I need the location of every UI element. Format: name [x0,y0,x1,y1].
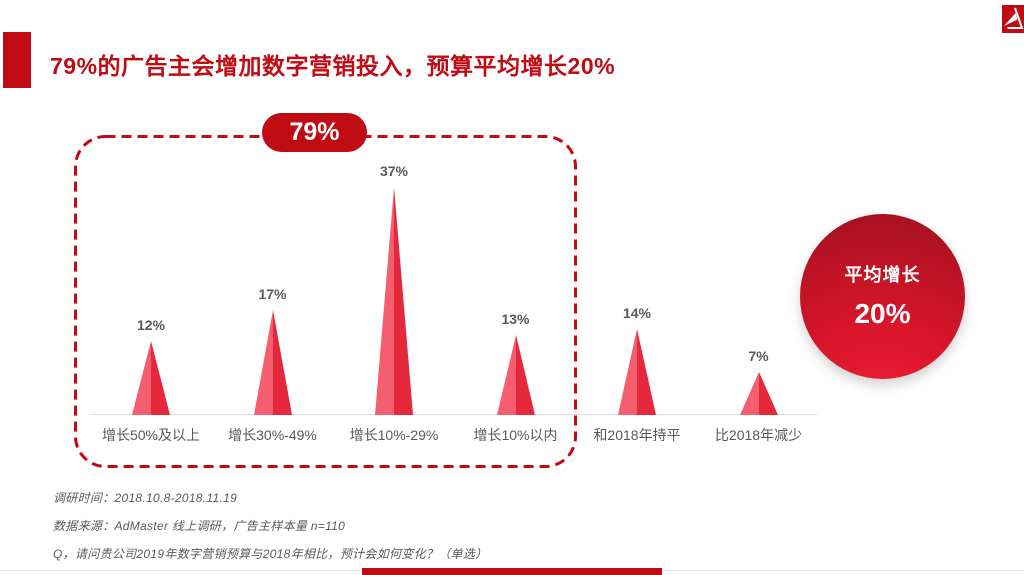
footnote-question: Q，请问贵公司2019年数字营销预算与2018年相比，预计会如何变化？（单选） [53,547,488,561]
x-axis-category-label: 和2018年持平 [593,427,681,443]
peak-shape [618,329,656,415]
peak-value-label: 37% [379,163,409,179]
peak-value-label: 7% [748,348,769,364]
slide-title: 79%的广告主会增加数字营销投入，预算平均增长20% [50,53,616,79]
peak-value-label: 12% [136,317,166,333]
footnote-data-source: 数据来源：AdMaster 线上调研，广告主样本量 n=110 [53,519,346,533]
peak-value-label: 14% [622,305,652,321]
footnotes: 调研时间：2018.10.8-2018.11.19 数据来源：AdMaster … [53,489,487,573]
x-axis-category-label: 比2018年减少 [714,427,803,443]
peak-shape [739,372,778,415]
callout-caption: 平均增长 [844,265,921,285]
callout-value: 20% [854,298,911,329]
title-accent-bar [3,32,31,88]
peak-shape [253,310,292,415]
admaster-logo-icon [1002,5,1024,33]
chart-baseline [90,414,817,415]
x-axis-category-label: 增长30%-49% [228,427,317,443]
x-axis-category-label: 增长10%以内 [473,427,558,443]
average-growth-callout: 平均增长 20% [800,214,965,379]
peak-value-label: 13% [501,311,530,327]
x-axis-category-label: 增长50%及以上 [101,427,201,443]
peak-value-label: 17% [258,286,287,302]
peak-shape [132,341,170,415]
bottom-footer-bar [362,568,662,575]
footnote-survey-time: 调研时间：2018.10.8-2018.11.19 [53,491,238,505]
peak-shape [375,187,413,415]
peak-shape [496,335,535,415]
x-axis-category-label: 增长10%-29% [349,427,439,443]
highlight-total-badge: 79% [262,113,367,152]
